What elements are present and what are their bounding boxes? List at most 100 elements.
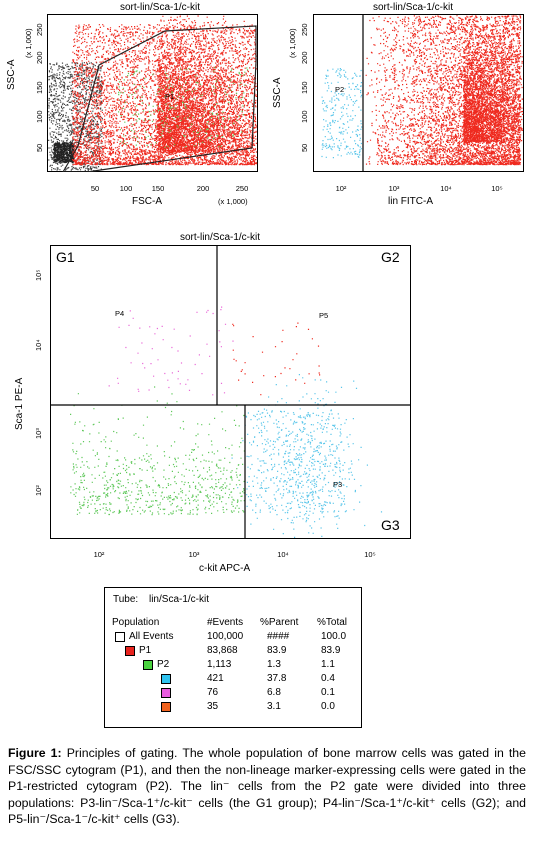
y-tick-label: 10⁵	[34, 269, 43, 281]
x-tick-label: 250	[235, 184, 249, 193]
plot2-yscale-note: (x 1,000)	[288, 28, 297, 58]
gate-p1-polygon	[62, 25, 257, 172]
y-tick-label: 200	[300, 51, 309, 64]
plot3-gate-p3: P3	[333, 480, 343, 489]
quadrant-g2: G2	[381, 249, 400, 265]
event-dots	[463, 15, 524, 144]
total-value: 0.1	[321, 687, 335, 698]
population-color-swatch	[125, 646, 135, 656]
events-value: 83,868	[207, 645, 238, 656]
x-tick-label: 100	[119, 184, 133, 193]
plot1-yscale-note: (x 1,000)	[24, 28, 33, 58]
parent-value: ####	[267, 631, 290, 642]
x-tick-label: 150	[151, 184, 165, 193]
caption-text: Principles of gating. The whole populati…	[8, 746, 526, 827]
table-row: 35 3.1 0.0	[105, 701, 361, 715]
quadrant-g3: G3	[381, 517, 400, 533]
plot3-gate-p5: P5	[319, 311, 329, 320]
table-row: P2 1,113 1.3 1.1	[105, 659, 361, 673]
population-color-swatch	[161, 674, 171, 684]
y-tick-label: 100	[300, 110, 309, 123]
events-value: 421	[207, 673, 224, 684]
plot3-scatter	[50, 245, 411, 539]
col-events: #Events	[207, 617, 244, 628]
parent-value: 37.8	[267, 673, 287, 684]
event-dots	[245, 409, 346, 520]
plot3-gate-p4: P4	[115, 309, 125, 318]
event-dots	[157, 15, 257, 154]
population-table: Tube: lin/Sca-1/c-kit Population #Events…	[104, 587, 362, 728]
event-dots	[70, 386, 246, 516]
table-row: All Events 100,000 #### 100.0	[105, 631, 361, 645]
x-tick-label: 10⁴	[277, 550, 289, 559]
tube-row: Tube: lin/Sca-1/c-kit	[113, 594, 209, 605]
figure-caption: Figure 1: Principles of gating. The whol…	[8, 745, 526, 828]
plot1-gate-p1: P1	[165, 92, 175, 101]
plot1-xscale-note: (x 1,000)	[218, 197, 248, 206]
y-tick-label: 10²	[34, 485, 43, 496]
plot3-xlabel: c-kit APC-A	[199, 563, 251, 574]
population-name: All Events	[129, 631, 174, 642]
events-value: 1,113	[207, 659, 232, 670]
events-value: 100,000	[207, 631, 244, 642]
y-tick-label: 250	[300, 23, 309, 36]
plot3-title: sort-lin/Sca-1/c-kit	[179, 232, 260, 243]
x-tick-label: 10²	[335, 184, 347, 193]
total-value: 83.9	[321, 645, 341, 656]
event-dots	[108, 306, 234, 396]
total-value: 1.1	[321, 659, 335, 670]
plot2-xlabel: lin FITC-A	[388, 196, 433, 207]
y-tick-label: 50	[35, 143, 44, 152]
y-tick-label: 100	[35, 110, 44, 123]
plot1-xlabel: FSC-A	[132, 196, 162, 207]
x-tick-label: 10⁴	[440, 184, 452, 193]
plot3-ylabel: Sca-1 PE-A	[14, 377, 25, 430]
table-row: 421 37.8 0.4	[105, 673, 361, 687]
event-dots	[231, 374, 383, 538]
plot2-gate-p2: P2	[335, 85, 345, 94]
table-header: Population #Events %Parent %Total	[105, 617, 361, 631]
population-color-swatch	[161, 702, 171, 712]
events-value: 35	[207, 701, 219, 712]
col-population: Population	[112, 617, 160, 628]
x-tick-label: 50	[90, 184, 100, 193]
x-tick-label: 10⁵	[364, 550, 376, 559]
plot2-title: sort-lin/Sca-1/c-kit	[372, 2, 453, 13]
tube-label: Tube:	[113, 594, 139, 605]
y-tick-label: 50	[300, 143, 309, 152]
y-tick-label: 10⁴	[34, 339, 43, 351]
population-color-swatch	[161, 688, 171, 698]
x-tick-label: 10³	[388, 184, 400, 193]
caption-label: Figure 1:	[8, 746, 62, 760]
plot1-title: sort-lin/Sca-1/c-kit	[119, 2, 200, 13]
population-name: P1	[139, 645, 152, 656]
parent-value: 6.8	[267, 687, 281, 698]
table-row: P1 83,868 83.9 83.9	[105, 645, 361, 659]
plot1-ylabel: SSC-A	[6, 59, 17, 90]
y-tick-label: 10³	[34, 428, 43, 439]
table-row: 76 6.8 0.1	[105, 687, 361, 701]
population-color-swatch	[115, 632, 125, 642]
y-tick-label: 150	[300, 81, 309, 94]
col-parent: %Parent	[260, 617, 299, 628]
population-name: P2	[157, 659, 170, 670]
parent-value: 1.3	[267, 659, 281, 670]
plot3-frame	[50, 245, 411, 539]
total-value: 0.4	[321, 673, 335, 684]
y-tick-label: 250	[35, 23, 44, 36]
y-tick-label: 150	[35, 81, 44, 94]
events-value: 76	[207, 687, 219, 698]
x-tick-label: 10²	[93, 550, 105, 559]
event-dots	[72, 24, 258, 166]
plot1-scatter	[48, 15, 258, 172]
population-color-swatch	[143, 660, 153, 670]
parent-value: 3.1	[267, 701, 281, 712]
total-value: 100.0	[321, 631, 347, 642]
x-tick-label: 200	[196, 184, 210, 193]
y-tick-label: 200	[35, 51, 44, 64]
event-dots	[321, 68, 363, 159]
plot2-scatter	[321, 14, 524, 172]
total-value: 0.0	[321, 701, 335, 712]
parent-value: 83.9	[267, 645, 287, 656]
tube-value: lin/Sca-1/c-kit	[148, 594, 209, 605]
